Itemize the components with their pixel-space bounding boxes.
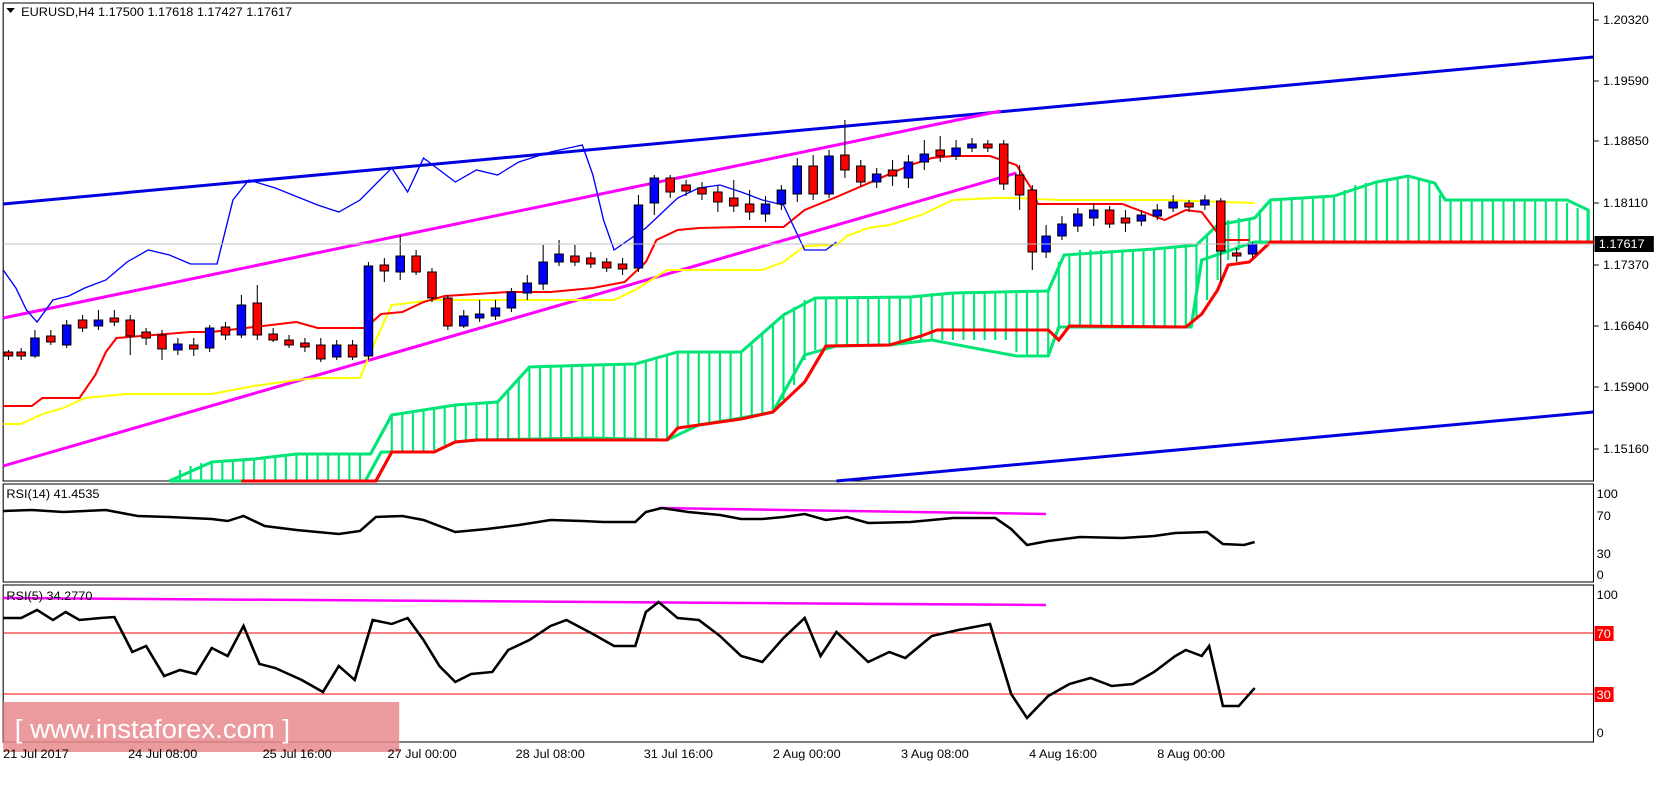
price-label: 1.15160	[1603, 442, 1649, 456]
price-label: 1.15900	[1603, 380, 1649, 394]
trend-channel	[3, 55, 1594, 483]
collapse-triangle-icon[interactable]	[6, 8, 15, 13]
price-label: 1.18110	[1603, 196, 1648, 210]
kijun-line	[3, 197, 1255, 425]
time-label: 2 Aug 00:00	[773, 747, 841, 761]
price-label: 1.20320	[1603, 13, 1649, 27]
time-label: 28 Jul 08:00	[516, 747, 585, 761]
rsi14-axis-label: 100	[1597, 487, 1618, 501]
symbol-info: EURUSD,H4 1.17500 1.17618 1.17427 1.1761…	[21, 5, 292, 19]
rising-wedge	[2, 109, 1017, 468]
price-label: 1.18850	[1603, 134, 1649, 148]
time-label: 27 Jul 00:00	[388, 747, 457, 761]
price-label: 1.19590	[1603, 74, 1649, 88]
time-label: 4 Aug 16:00	[1029, 747, 1097, 761]
rsi14-axis-label: 70	[1597, 509, 1611, 523]
time-label: 25 Jul 16:00	[263, 747, 332, 761]
time-label: 31 Jul 16:00	[644, 747, 713, 761]
rsi5-level-tag-30: 30	[1597, 688, 1611, 702]
rsi14-axis-label: 30	[1597, 547, 1611, 561]
rsi5-level-tag-70: 70	[1597, 627, 1611, 641]
price-label: 1.16640	[1603, 319, 1649, 333]
time-label: 3 Aug 08:00	[901, 747, 969, 761]
rsi5-label: RSI(5) 34.2770	[6, 589, 92, 603]
rsi5-axis: 100 70 30 0	[1594, 588, 1618, 740]
rsi14-axis-label: 0	[1597, 568, 1604, 582]
rsi5-axis-label: 0	[1597, 726, 1604, 740]
rsi5-divergence-line	[3, 596, 1047, 607]
price-label: 1.17370	[1603, 258, 1649, 272]
rsi14-panel	[2, 483, 1595, 583]
rsi14-line	[3, 506, 1256, 547]
watermark-text: [ www.instaforex.com ]	[15, 715, 290, 744]
price-axis: 1.20320 1.19590 1.18850 1.18110 1.17370 …	[1593, 13, 1649, 456]
time-label: 21 Jul 2017	[3, 747, 69, 761]
watermark: [ www.instaforex.com ]	[3, 702, 400, 752]
rsi5-axis-label: 100	[1597, 588, 1618, 602]
chart-header: EURUSD,H4 1.17500 1.17618 1.17427 1.1761…	[6, 5, 292, 19]
rsi5-line	[3, 600, 1256, 721]
rsi14-label: RSI(14) 41.4535	[6, 487, 99, 501]
time-label: 8 Aug 00:00	[1157, 747, 1225, 761]
tenkan-extension	[241, 240, 1594, 483]
time-axis: 21 Jul 2017 24 Jul 08:00 25 Jul 16:00 27…	[3, 747, 1225, 761]
current-price-tag: 1.17617	[1594, 236, 1654, 252]
rsi14-divergence-line	[658, 506, 1047, 516]
rsi14-axis: 100 70 30 0	[1597, 487, 1618, 582]
time-label: 24 Jul 08:00	[128, 747, 197, 761]
current-price-value: 1.17617	[1599, 237, 1645, 251]
chikou-line	[2, 144, 837, 324]
